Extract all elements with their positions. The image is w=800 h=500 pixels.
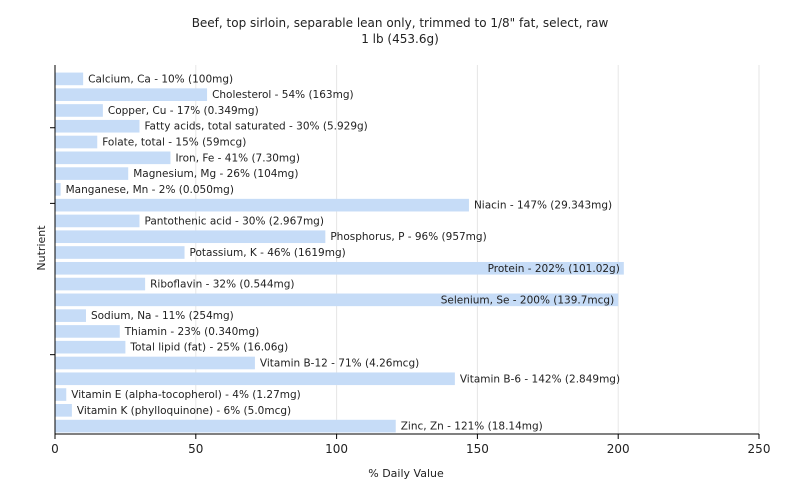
chart-title: Beef, top sirloin, separable lean only, … [191,16,609,30]
bar [55,104,103,117]
bar [55,246,185,259]
bar [55,404,72,417]
bar-label: Pantothenic acid - 30% (2.967mg) [144,215,323,227]
x-tick-label: 150 [466,442,489,456]
bar-label: Vitamin E (alpha-tocopherol) - 4% (1.27m… [71,389,301,401]
bar-label: Fatty acids, total saturated - 30% (5.92… [144,121,367,133]
bar-label: Vitamin B-6 - 142% (2.849mg) [460,373,620,385]
bar-label: Phosphorus, P - 96% (957mg) [330,231,486,243]
bar [55,293,619,307]
bar [55,214,140,228]
bar-label: Folate, total - 15% (59mcg) [102,137,246,149]
bar-label: Sodium, Na - 11% (254mg) [91,310,234,322]
bars [55,72,624,433]
bar-label: Niacin - 147% (29.343mg) [474,200,612,212]
bar [55,167,129,180]
x-tick-label: 50 [188,442,203,456]
bar [55,119,140,133]
bar [55,309,86,322]
bar-label: Calcium, Ca - 10% (100mg) [88,73,233,85]
bar-labels: Calcium, Ca - 10% (100mg) Cholesterol - 5… [66,73,620,432]
bar-label: Thiamin - 23% (0.340mg) [124,326,260,338]
bar-label: Manganese, Mn - 2% (0.050mg) [66,184,234,196]
bar [55,230,326,244]
bar-label: Riboflavin - 32% (0.544mg) [150,279,294,291]
y-axis-title: Nutrient [35,225,48,271]
axes: 0 50 100 150 200 250 [50,65,770,456]
bar-label: Potassium, K - 46% (1619mg) [190,247,346,259]
bar [55,183,61,196]
bar-label: Zinc, Zn - 121% (18.14mg) [401,421,543,433]
bar-label: Protein - 202% (101.02g) [488,263,620,275]
chart-title-block: Beef, top sirloin, separable lean only, … [0,15,800,47]
x-tick-label: 0 [51,442,59,456]
bar-label: Vitamin B-12 - 71% (4.26mcg) [260,357,419,369]
bar-label: Copper, Cu - 17% (0.349mg) [108,105,259,117]
bar [55,325,120,338]
bar [55,261,624,275]
bar [55,135,98,149]
bar-label: Iron, Fe - 41% (7.30mg) [175,152,299,164]
x-axis-title: % Daily Value [368,467,444,480]
bar-label: Cholesterol - 54% (163mg) [212,89,354,101]
x-tick-label: 250 [748,442,771,456]
bar [55,72,84,86]
bar [55,88,208,101]
bar-label: Selenium, Se - 200% (139.7mcg) [441,294,615,306]
chart-subtitle: 1 lb (453.6g) [361,32,439,46]
x-tick-label: 100 [325,442,348,456]
bar [55,419,396,433]
bar [55,372,455,386]
bar-label: Total lipid (fat) - 25% (16.06g) [129,342,288,354]
bar-label: Magnesium, Mg - 26% (104mg) [133,168,298,180]
bar [55,151,171,165]
bar [55,356,255,370]
bar [55,340,126,354]
bar [55,198,469,212]
bar-label: Vitamin K (phylloquinone) - 6% (5.0mcg) [77,405,291,417]
bar [55,277,146,291]
x-tick-label: 200 [607,442,630,456]
bar [55,388,67,401]
